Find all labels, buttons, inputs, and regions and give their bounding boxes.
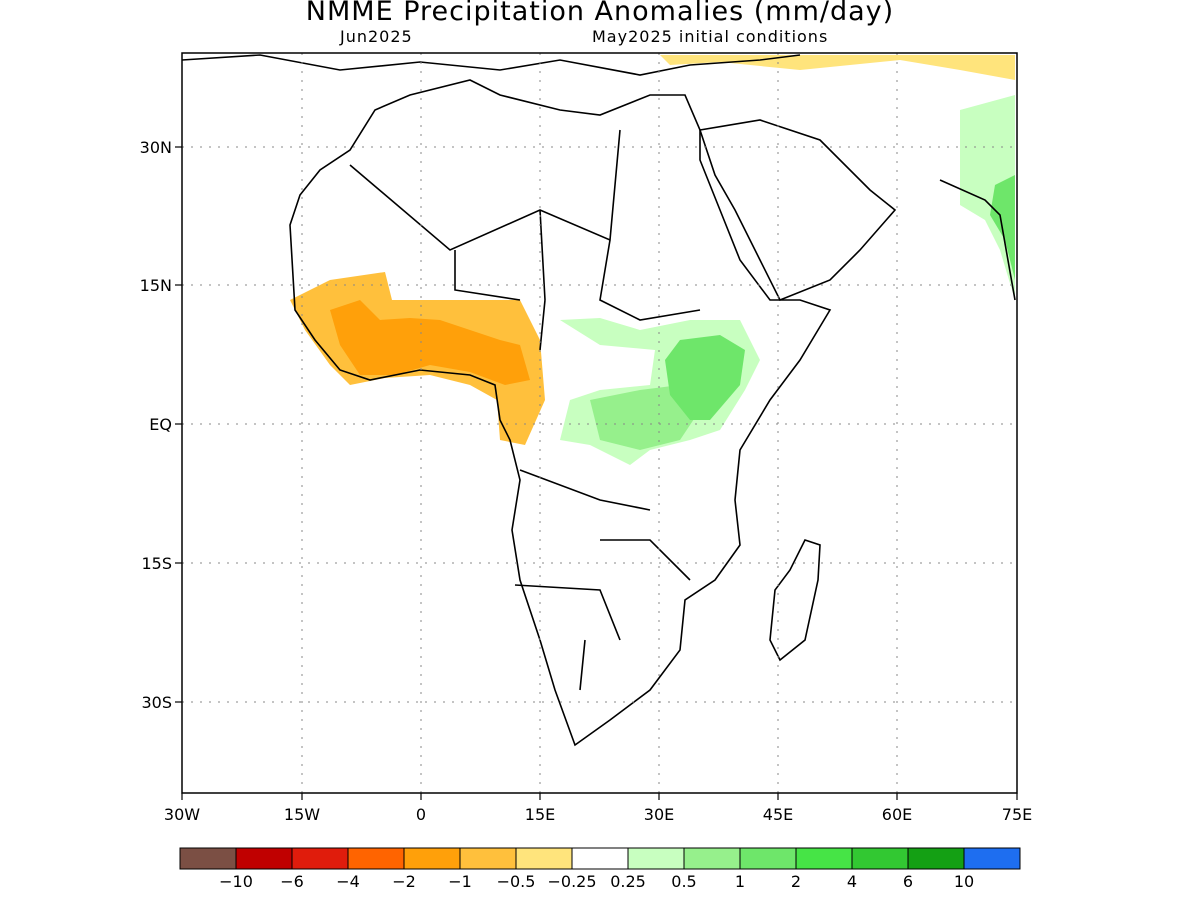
colorbar-label: −6 <box>280 872 304 891</box>
colorbar-swatch <box>907 847 965 870</box>
lat-tick-label: 30S <box>141 693 172 712</box>
india-wet-anomaly <box>960 95 1015 300</box>
lon-tick-label: 45E <box>763 805 793 824</box>
lon-tick-label: 15E <box>525 805 555 824</box>
lat-tick-label: 15N <box>140 276 172 295</box>
europe-coast <box>182 54 801 76</box>
colorbar-swatch <box>459 847 517 870</box>
lon-tick-label: 30W <box>164 805 200 824</box>
lat-tick-label: 30N <box>140 138 172 157</box>
lon-tick-label: 60E <box>882 805 912 824</box>
map-border <box>181 52 1018 794</box>
colorbar-swatch <box>963 847 1021 870</box>
colorbar-swatch <box>739 847 797 870</box>
colorbar-swatch <box>179 847 237 870</box>
colorbar-label: −4 <box>336 872 360 891</box>
colorbar-label: −2 <box>392 872 416 891</box>
map-area <box>182 54 1016 747</box>
colorbar-swatch <box>795 847 853 870</box>
colorbar-label: 1 <box>734 872 746 891</box>
colorbar-label: −0.5 <box>496 872 536 891</box>
lon-tick-label: 75E <box>1002 805 1032 824</box>
madagascar-outline <box>769 539 821 662</box>
colorbar-swatch <box>347 847 405 870</box>
internal-borders <box>349 129 701 691</box>
colorbar-label: 4 <box>846 872 858 891</box>
longitude-labels: 30W 15W 0 15E 30E 45E 60E 75E <box>164 805 1032 824</box>
arabia-outline <box>698 119 897 302</box>
colorbar-swatch <box>515 847 573 870</box>
colorbar-swatch <box>627 847 685 870</box>
colorbar-label: 6 <box>902 872 914 891</box>
colorbar-swatch <box>291 847 349 870</box>
colorbar-label: 0.25 <box>610 872 646 891</box>
colorbar-label: −1 <box>448 872 472 891</box>
africa-outline <box>289 79 832 747</box>
colorbar-label: −10 <box>219 872 253 891</box>
lat-tick-label: 15S <box>141 554 172 573</box>
lon-tick-label: 15W <box>284 805 320 824</box>
colorbar-swatch <box>571 847 629 870</box>
colorbar <box>179 847 1021 870</box>
arabia-dry-anomaly <box>660 55 1015 80</box>
coastlines <box>182 54 1016 747</box>
colorbar-swatch <box>851 847 909 870</box>
lat-tick-label: EQ <box>149 415 172 434</box>
target-month-label: Jun2025 <box>340 27 413 46</box>
colorbar-label: 2 <box>790 872 802 891</box>
colorbar-swatch <box>683 847 741 870</box>
initial-conditions-label: May2025 initial conditions <box>592 27 829 46</box>
east-africa-strong-wet <box>665 335 745 420</box>
colorbar-label: 0.5 <box>671 872 697 891</box>
lon-tick-label: 30E <box>644 805 674 824</box>
anomaly-shading <box>290 55 1015 465</box>
west-africa-strong-dry <box>330 300 530 385</box>
central-africa-wet-anomaly <box>590 385 700 450</box>
colorbar-swatch <box>235 847 293 870</box>
lon-tick-label: 0 <box>416 805 426 824</box>
tick-marks <box>175 146 1018 800</box>
chart-title: NMME Precipitation Anomalies (mm/day) <box>305 0 895 27</box>
colorbar-swatch <box>403 847 461 870</box>
colorbar-label: −0.25 <box>547 872 597 891</box>
india-outline <box>939 179 1016 301</box>
latitude-labels: 30N 15N EQ 15S 30S <box>140 138 172 712</box>
colorbar-label: 10 <box>953 872 975 891</box>
graticule <box>182 53 1017 793</box>
